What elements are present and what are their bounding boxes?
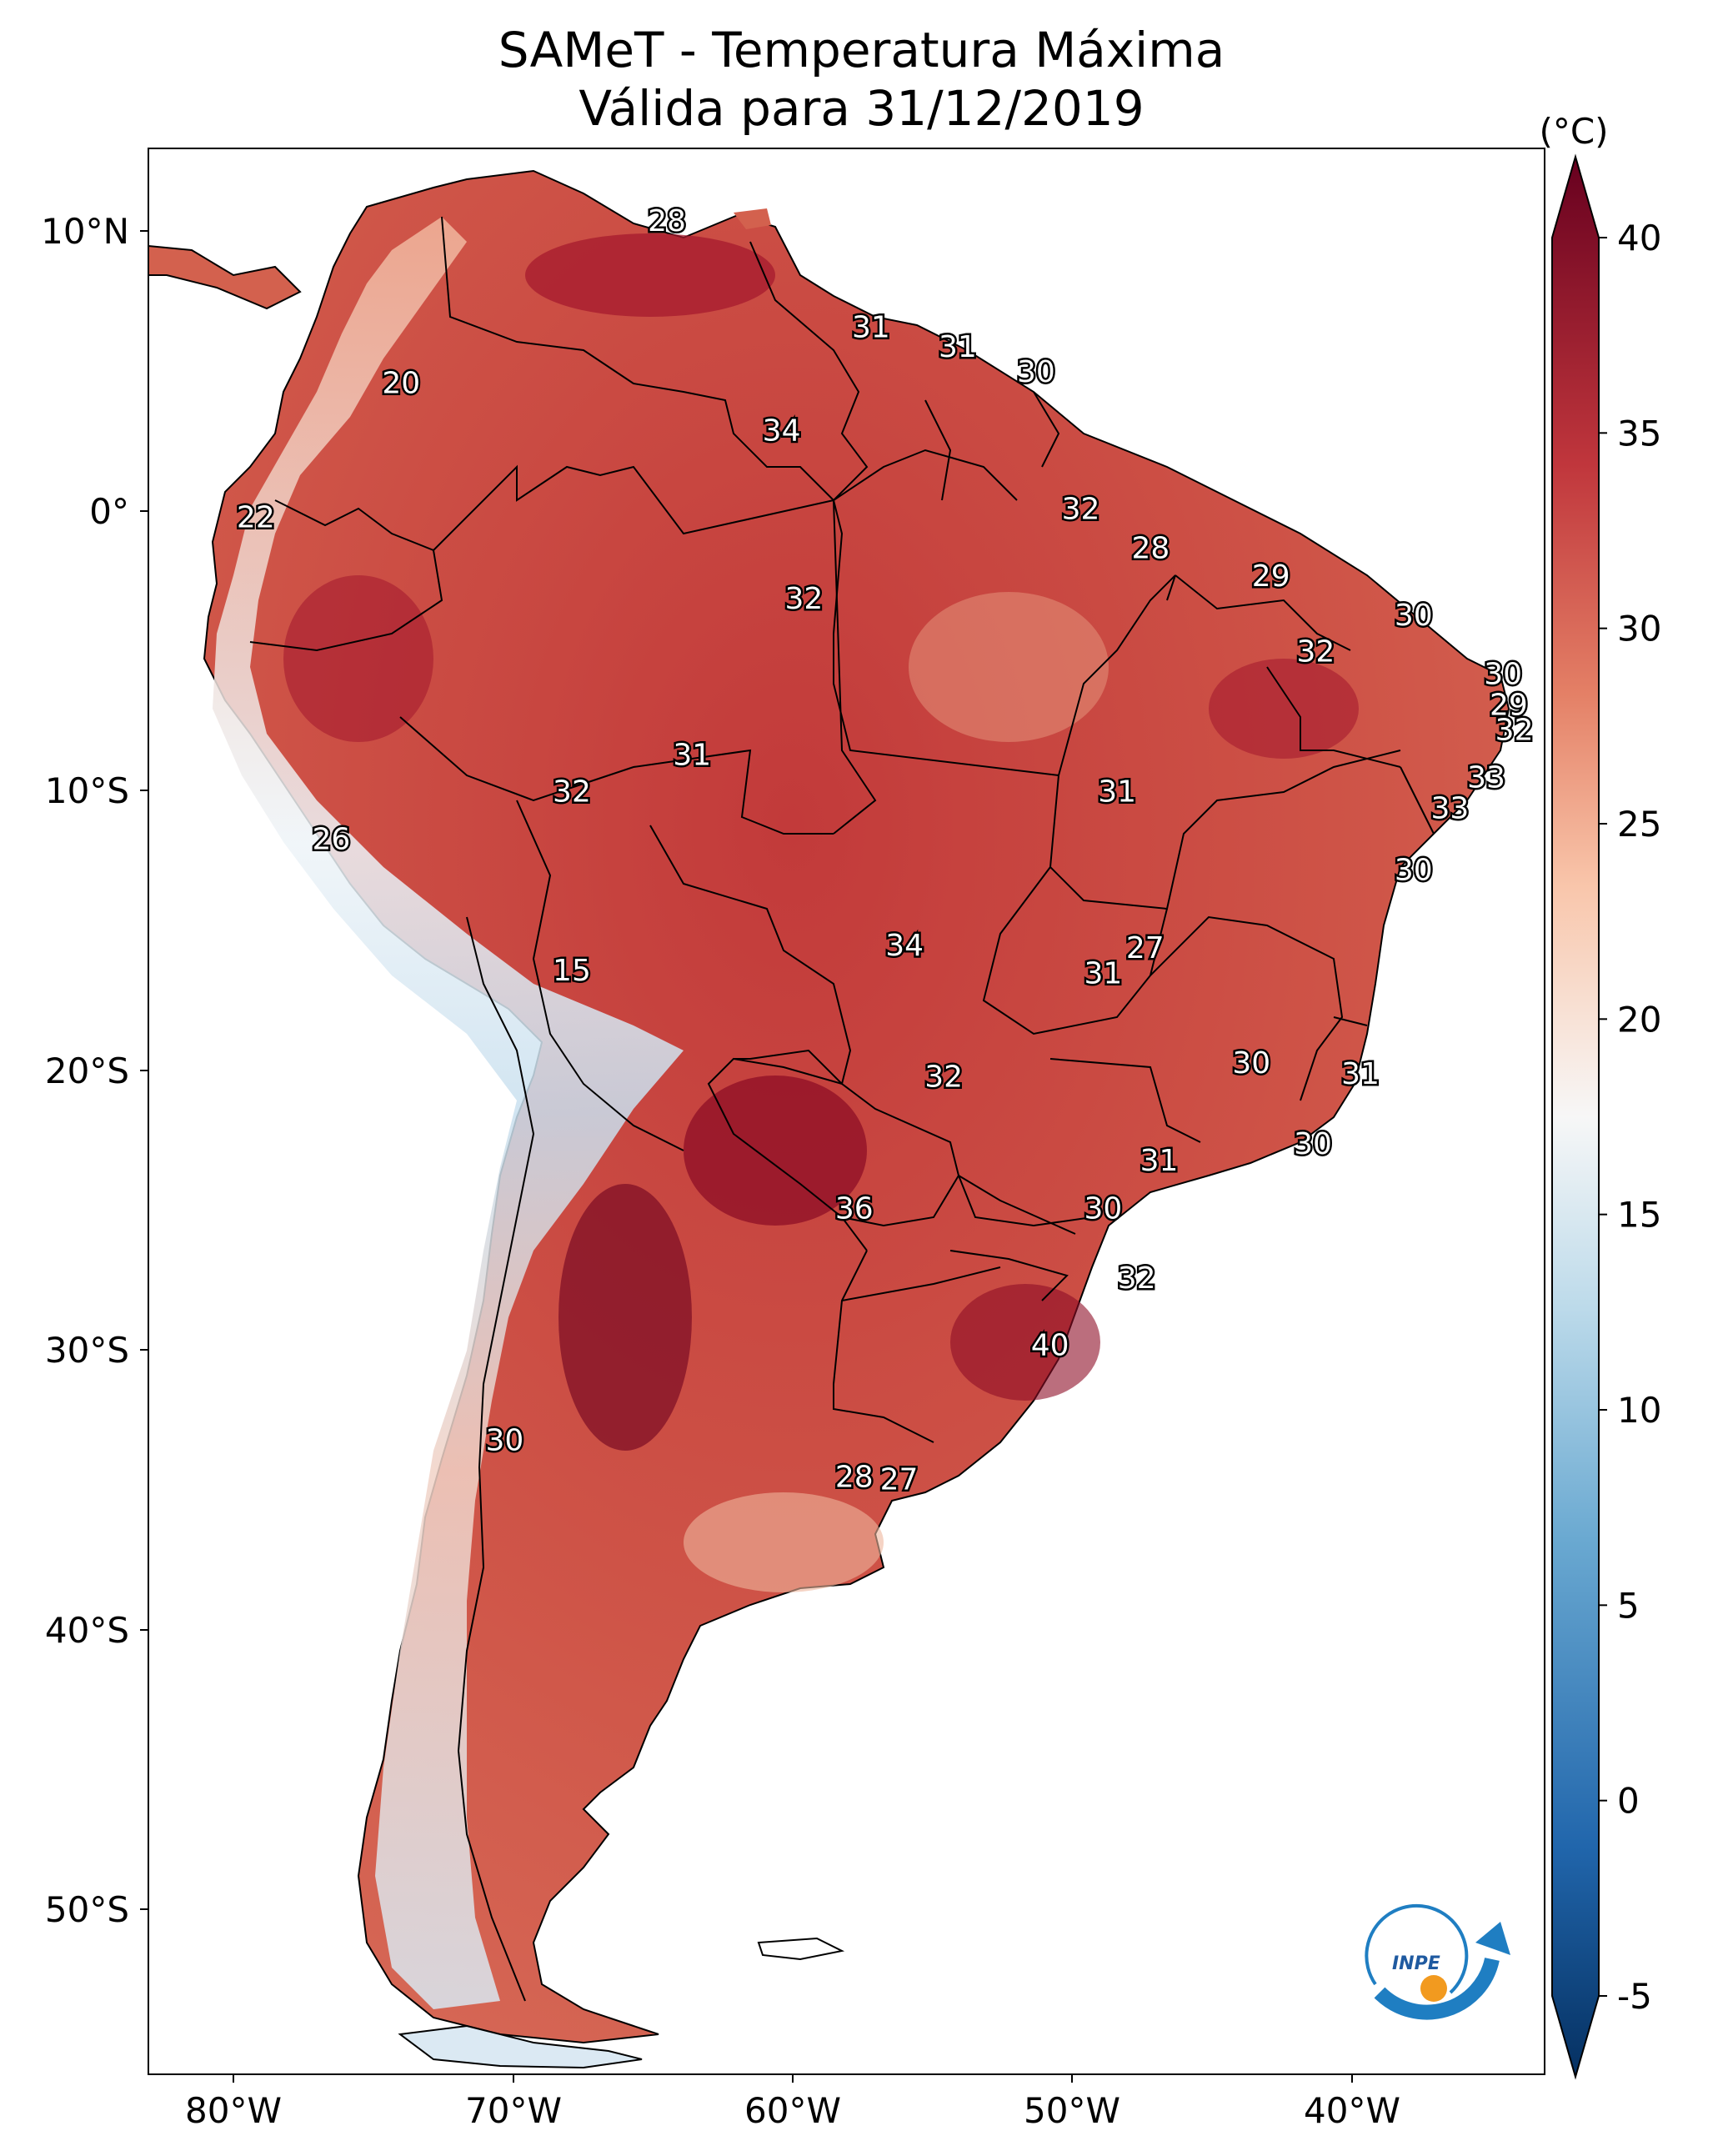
colorbar-unit: (°C) — [1539, 111, 1608, 152]
isotherm-label: 28 — [648, 204, 686, 238]
mild-region-pampas — [684, 1492, 884, 1592]
logo-arc-icon — [1374, 1957, 1500, 2020]
isotherm-label: 31 — [1140, 1144, 1179, 1178]
lon-tick-label: 80°W — [185, 2090, 282, 2131]
map-subtitle: Válida para 31/12/2019 — [579, 80, 1144, 137]
latitude-axis: 10°N 0° 10°S 20°S 30°S 40°S 50°S — [41, 211, 148, 1930]
falkland-islands — [757, 1937, 845, 1961]
colorbar-tick-label: -5 — [1617, 1976, 1652, 2017]
isotherm-label: 31 — [673, 739, 711, 773]
isotherm-label: 31 — [852, 310, 890, 344]
isotherm-label: 32 — [1062, 493, 1100, 527]
isotherm-label: 22 — [237, 501, 275, 535]
south-america-landmass — [148, 169, 1510, 2069]
isotherm-label: 29 — [1490, 688, 1528, 722]
isotherm-label: 30 — [1484, 657, 1522, 691]
isotherm-label: 33 — [1431, 791, 1470, 825]
hot-region-northeast-brazil — [1209, 659, 1359, 759]
country-borders — [249, 216, 1435, 2002]
colorbar-bar — [1551, 153, 1600, 2080]
isotherm-label: 40 — [1031, 1329, 1069, 1363]
logo-ring-icon — [1365, 1903, 1469, 1994]
hot-region-rio-grande-do-sul — [950, 1284, 1100, 1401]
colorbar-tick-label: 0 — [1617, 1781, 1640, 1822]
lat-tick-label: 20°S — [45, 1050, 129, 1091]
colorbar-tick-label: 30 — [1617, 609, 1661, 649]
isotherm-label: 31 — [1341, 1057, 1380, 1091]
mild-region-para — [909, 592, 1109, 742]
lat-tick-label: 0° — [89, 491, 129, 532]
colorbar-tick-label: 15 — [1617, 1195, 1661, 1236]
logo-dot-icon — [1420, 1975, 1447, 2002]
isotherm-label: 32 — [1118, 1261, 1156, 1296]
isotherm-label: 31 — [939, 330, 977, 364]
isotherm-label: 32 — [1495, 714, 1534, 748]
isotherm-label: 34 — [763, 414, 801, 449]
isotherm-label: 34 — [885, 929, 924, 963]
hot-region-venezuela — [525, 233, 775, 317]
lon-tick-label: 50°W — [1024, 2090, 1120, 2131]
isotherm-label: 30 — [486, 1424, 524, 1458]
colorbar-tick-label: 20 — [1617, 999, 1661, 1040]
isotherm-label: 32 — [785, 582, 824, 616]
logo-arrow-icon — [1475, 1922, 1510, 1955]
hot-region-argentina — [558, 1184, 692, 1451]
lon-tick-label: 60°W — [744, 2090, 841, 2131]
lat-tick-label: 30°S — [45, 1330, 129, 1371]
tierra-del-fuego — [398, 2024, 643, 2069]
isotherm-label: 32 — [553, 775, 591, 809]
isotherm-label: 29 — [1252, 559, 1290, 594]
colorbar-ticks: 40 35 30 25 20 15 10 5 0 -5 — [1599, 218, 1661, 2017]
isotherm-label: 20 — [382, 367, 420, 401]
isotherm-label: 27 — [1126, 931, 1165, 965]
isotherm-label: 32 — [1296, 635, 1335, 669]
isotherm-label: 15 — [553, 954, 591, 988]
colorbar-tick-label: 5 — [1617, 1585, 1640, 1626]
hot-region-peru-amazon — [283, 575, 433, 742]
isotherm-label: 30 — [1395, 853, 1433, 887]
andes-cool-band — [213, 217, 684, 2009]
lat-tick-label: 10°N — [41, 211, 129, 252]
colorbar-tick-label: 10 — [1617, 1390, 1661, 1431]
isotherm-label: 31 — [1098, 775, 1136, 809]
isotherm-label: 30 — [1294, 1127, 1332, 1161]
lat-tick-label: 10°S — [45, 770, 129, 811]
map-title: SAMeT - Temperatura Máxima — [498, 22, 1225, 78]
isotherm-label: 36 — [835, 1191, 874, 1226]
lat-tick-label: 40°S — [45, 1610, 129, 1651]
isotherm-label: 32 — [924, 1060, 963, 1095]
isotherm-label: 26 — [313, 822, 351, 856]
colorbar-tick-label: 35 — [1617, 413, 1661, 454]
lon-tick-label: 40°W — [1304, 2090, 1400, 2131]
isotherm-label: 30 — [1084, 1191, 1122, 1226]
isotherm-label: 27 — [880, 1463, 919, 1497]
logo-text: INPE — [1392, 1953, 1440, 1974]
lat-tick-label: 50°S — [45, 1889, 129, 1930]
trinidad — [734, 208, 771, 229]
isotherm-label: 33 — [1467, 761, 1505, 795]
panama-isthmus — [148, 244, 302, 310]
colorbar-tick-label: 25 — [1617, 804, 1661, 845]
isotherm-labels: 2820222615303131303432282930323029323333… — [234, 202, 1535, 1499]
isotherm-label: 30 — [1232, 1046, 1270, 1081]
hot-region-chaco — [684, 1075, 867, 1226]
isotherm-label: 28 — [835, 1460, 874, 1494]
isotherm-label: 30 — [1017, 355, 1055, 389]
isotherm-label: 31 — [1084, 956, 1122, 990]
colorbar: (°C) 40 35 30 25 20 15 10 5 0 -5 — [1539, 111, 1661, 2080]
colorbar-tick-label: 40 — [1617, 218, 1661, 258]
longitude-axis: 80°W 70°W 60°W 50°W 40°W — [185, 2074, 1400, 2131]
isotherm-label: 28 — [1132, 531, 1170, 565]
lon-tick-label: 70°W — [465, 2090, 562, 2131]
isotherm-label: 30 — [1395, 599, 1433, 633]
inpe-logo: INPE — [1365, 1903, 1510, 2020]
